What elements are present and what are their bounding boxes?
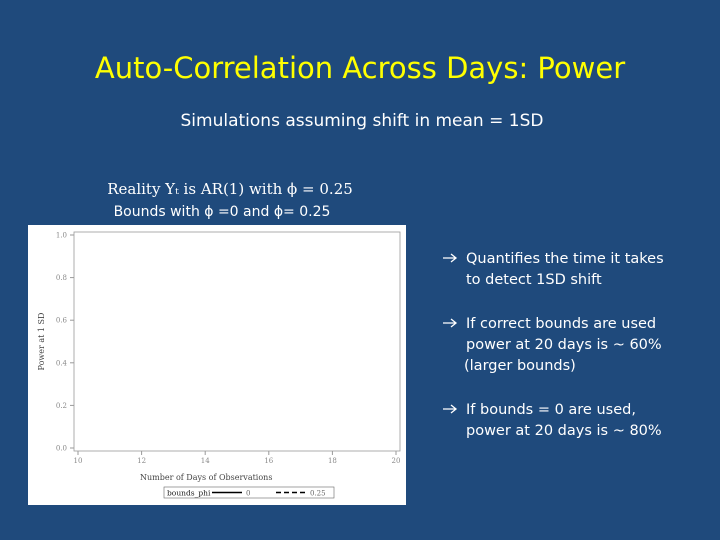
plot-frame (73, 231, 401, 452)
legend-box (163, 486, 335, 499)
x-tick-label: 14 (201, 457, 210, 465)
y-tick-label: 0.4 (56, 359, 68, 367)
bullet-text: to detect 1SD shift (466, 272, 602, 288)
x-tick-label: 16 (264, 457, 273, 465)
y-tick-label: 0.6 (56, 317, 68, 325)
y-axis-label: Power at 1 SD (37, 313, 46, 371)
bullet-text: (larger bounds) (464, 358, 576, 374)
chart-title: Reality Yₜ is AR(1) with ϕ = 0.25 (107, 180, 353, 198)
y-tick-label: 0.0 (56, 445, 67, 453)
slide-title: Auto-Correlation Across Days: Power (95, 51, 625, 85)
bullet-text: power at 20 days is ~ 60% (466, 337, 662, 353)
bullet-text: power at 20 days is ~ 80% (466, 423, 662, 439)
legend-label: 0.25 (310, 490, 326, 498)
bullet-text: Quantifies the time it takes (466, 251, 664, 267)
bullets: Quantifies the time it takes to detect 1S… (443, 251, 664, 439)
chart: 0.0 0.2 0.4 0.6 0.8 1.0 10 12 14 16 18 20 Number of … (37, 232, 400, 499)
bullet-arrow (443, 404, 458, 414)
y-tick-label: 1.0 (56, 232, 67, 240)
legend-title: bounds_phi (167, 489, 211, 498)
chart-panel (28, 225, 406, 505)
x-tick-label: 12 (137, 457, 146, 465)
x-tick-label: 20 (392, 457, 401, 465)
bullet-arrow (443, 253, 458, 263)
bullet-text: If correct bounds are used (466, 316, 656, 332)
x-tick-label: 10 (74, 457, 83, 465)
slide-subtitle: Simulations assuming shift in mean = 1SD (181, 111, 544, 131)
y-tick-label: 0.8 (56, 274, 67, 282)
x-tick-label: 18 (328, 457, 337, 465)
x-axis-label: Number of Days of Observations (140, 473, 272, 482)
bullet-arrow (443, 318, 458, 328)
bullet-text: If bounds = 0 are used, (466, 402, 636, 418)
legend-label: 0 (246, 490, 250, 498)
y-tick-label: 0.2 (56, 402, 67, 410)
chart-subtitle: Bounds with ϕ =0 and ϕ= 0.25 (114, 204, 331, 220)
